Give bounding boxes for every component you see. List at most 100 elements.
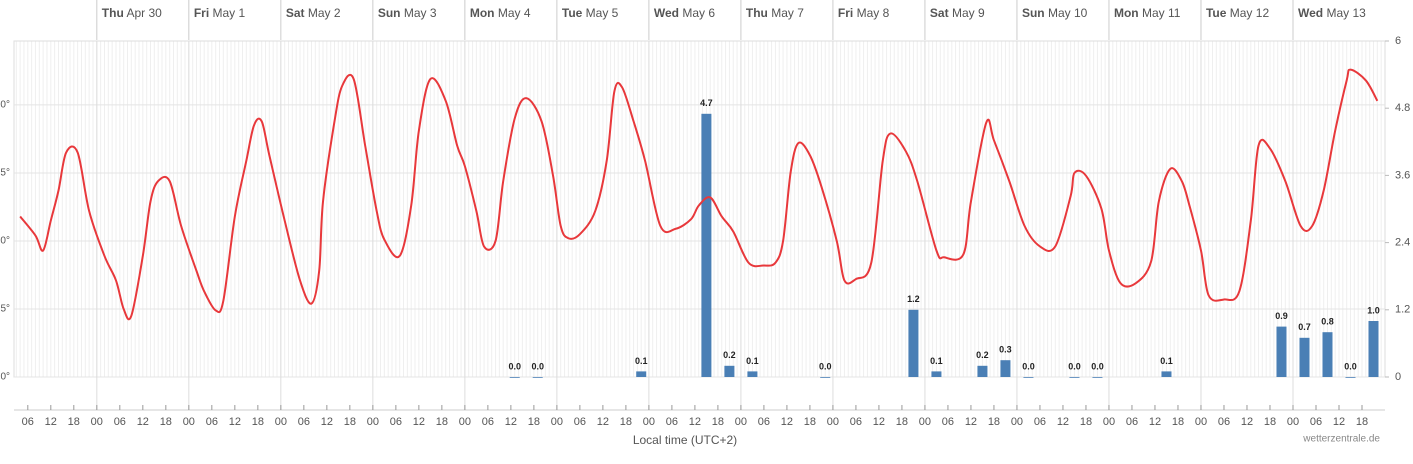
precip-label: 0.0	[819, 361, 832, 371]
weekday: Sat	[930, 6, 949, 20]
precip-label: 0.1	[1160, 356, 1173, 366]
precip-bar	[908, 309, 919, 377]
x-tick-label: 00	[735, 416, 747, 428]
weekday: Mon	[470, 6, 495, 20]
weekday: Fri	[194, 6, 209, 20]
x-tick-label: 06	[666, 416, 678, 428]
x-tick-label: 06	[22, 416, 34, 428]
precip-bar	[1299, 337, 1310, 377]
x-tick-label: 12	[1241, 416, 1253, 428]
precip-bar	[1069, 377, 1080, 378]
precip-bar	[1092, 377, 1103, 378]
y2-tick-label: 1.2	[1395, 304, 1410, 316]
day-label: Sun May 3	[378, 6, 437, 20]
x-tick-label: 06	[482, 416, 494, 428]
x-tick-label: 06	[114, 416, 126, 428]
y-tick-label: 10°	[0, 236, 10, 247]
precip-bar	[1322, 332, 1333, 377]
x-tick-label: 00	[275, 416, 287, 428]
date: May 8	[857, 6, 890, 20]
x-tick-label: 12	[689, 416, 701, 428]
x-tick-label: 12	[505, 416, 517, 428]
x-tick-label: 18	[988, 416, 1000, 428]
y-tick-label: 20°	[0, 100, 10, 111]
day-label: Tue May 12	[1206, 6, 1269, 20]
x-tick-label: 00	[1195, 416, 1207, 428]
date: Apr 30	[126, 6, 162, 20]
day-label: Fri May 1	[194, 6, 246, 20]
x-tick-label: 18	[252, 416, 264, 428]
date: May 7	[771, 6, 804, 20]
date: May 9	[952, 6, 985, 20]
day-label: Wed May 6	[654, 6, 715, 20]
x-tick-label: 06	[1218, 416, 1230, 428]
x-tick-label: 18	[1172, 416, 1184, 428]
x-tick-label: 12	[413, 416, 425, 428]
precip-label: 0.0	[1091, 361, 1104, 371]
y2-tick-label: 6	[1395, 35, 1401, 47]
x-tick-label: 00	[459, 416, 471, 428]
credit: wetterzentrale.de	[1302, 434, 1380, 445]
weekday: Sun	[1022, 6, 1045, 20]
day-label: Mon May 4	[470, 6, 531, 20]
x-tick-label: 12	[1057, 416, 1069, 428]
precip-label: 0.2	[723, 350, 736, 360]
y-tick-label: 15°	[0, 168, 10, 179]
weekday: Sun	[378, 6, 401, 20]
date: May 6	[682, 6, 715, 20]
precip-label: 0.0	[508, 361, 521, 371]
x-tick-label: 00	[91, 416, 103, 428]
weekday: Wed	[1298, 6, 1323, 20]
precip-label: 1.2	[907, 294, 920, 304]
x-tick-label: 06	[942, 416, 954, 428]
day-label: Sat May 2	[286, 6, 341, 20]
precip-label: 0.0	[1344, 361, 1357, 371]
precip-bar	[931, 371, 942, 377]
weekday: Wed	[654, 6, 679, 20]
temperature-line	[19, 68, 1379, 321]
day-label: Sun May 10	[1022, 6, 1088, 20]
y-tick-label: 0°	[0, 372, 10, 383]
precip-bar	[1000, 360, 1011, 377]
precip-label: 0.8	[1321, 317, 1334, 327]
precip-bar	[820, 377, 831, 378]
day-label: Mon May 11	[1114, 6, 1181, 20]
x-tick-label: 00	[919, 416, 931, 428]
precip-bar	[509, 377, 520, 378]
x-tick-label: 06	[850, 416, 862, 428]
date: May 10	[1048, 6, 1088, 20]
date: May 5	[586, 6, 619, 20]
x-tick-label: 12	[1333, 416, 1345, 428]
precip-bar	[1276, 326, 1287, 377]
x-tick-label: 00	[1287, 416, 1299, 428]
precip-bar	[1023, 377, 1034, 378]
x-tick-label: 18	[160, 416, 172, 428]
x-tick-label: 18	[528, 416, 540, 428]
precip-label: 0.3	[999, 345, 1012, 355]
x-tick-label: 06	[1034, 416, 1046, 428]
y2-tick-label: 0	[1395, 371, 1401, 383]
weekday: Thu	[102, 6, 124, 20]
precip-label: 0.1	[930, 356, 943, 366]
precip-label: 0.0	[531, 361, 544, 371]
day-label: Tue May 5	[562, 6, 619, 20]
x-axis-title: Local time (UTC+2)	[633, 433, 737, 447]
x-tick-label: 06	[1126, 416, 1138, 428]
date: May 13	[1326, 6, 1366, 20]
x-tick-label: 18	[68, 416, 80, 428]
weekday: Fri	[838, 6, 853, 20]
x-tick-label: 18	[436, 416, 448, 428]
x-tick-label: 00	[551, 416, 563, 428]
weekday: Thu	[746, 6, 768, 20]
precip-bar	[747, 371, 758, 377]
y2-tick-label: 4.8	[1395, 102, 1410, 114]
x-tick-label: 18	[712, 416, 724, 428]
date: May 3	[404, 6, 437, 20]
x-tick-label: 06	[206, 416, 218, 428]
precip-label: 0.9	[1275, 311, 1288, 321]
x-tick-label: 12	[45, 416, 57, 428]
precip-label: 0.0	[1022, 361, 1035, 371]
precip-bar	[1161, 371, 1172, 377]
day-label: Fri May 8	[838, 6, 890, 20]
